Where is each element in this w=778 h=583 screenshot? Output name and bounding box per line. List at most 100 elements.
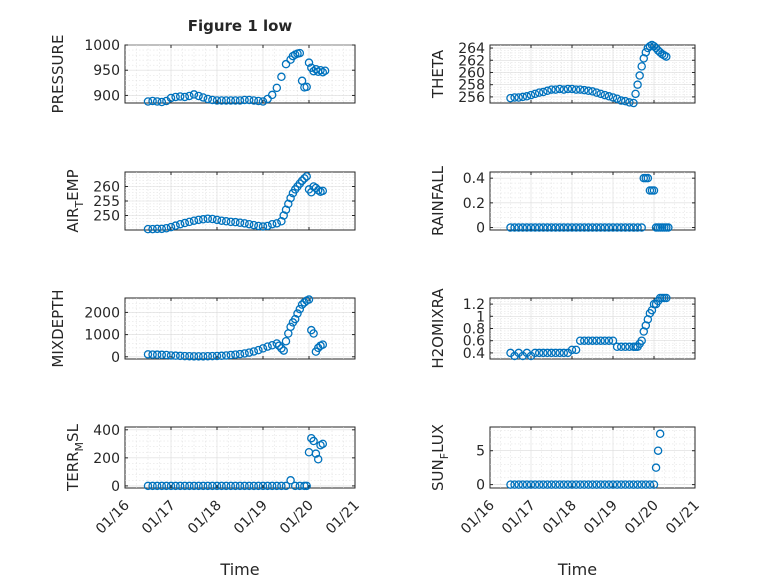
data-point — [588, 480, 597, 489]
y-tick-label: 0.4 — [463, 171, 485, 187]
x-axis-label: Time — [557, 560, 597, 579]
data-point — [198, 93, 208, 102]
plot-area — [124, 426, 356, 489]
data-point — [180, 481, 190, 491]
data-point — [318, 439, 328, 449]
data-point — [203, 481, 213, 491]
data-point — [543, 348, 552, 358]
data-point — [286, 476, 295, 485]
data-point — [506, 223, 515, 232]
data-point — [217, 351, 226, 361]
data-point — [588, 223, 597, 232]
data-point — [180, 92, 190, 102]
data-point — [637, 62, 646, 71]
data-point — [171, 221, 180, 230]
data-point — [604, 92, 614, 101]
data-point — [604, 223, 614, 232]
x-tick-label: 01/20 — [622, 498, 662, 538]
subplot-pressure: 900 950 1000 PRESSURE — [49, 35, 356, 113]
subplot-h2omixra: 0.40.60.811.2 H2OMIXRA — [429, 288, 696, 369]
data-point — [189, 481, 199, 491]
data-point — [543, 223, 552, 232]
data-point — [277, 72, 286, 82]
x-tick-label: 01/21 — [323, 498, 363, 538]
y-tick-label: 264 — [458, 41, 485, 57]
data-point — [244, 481, 254, 491]
data-point — [547, 480, 556, 489]
data-point — [555, 84, 564, 94]
data-point — [633, 80, 642, 89]
y-tick-label: 400 — [93, 423, 120, 439]
data-point — [637, 223, 646, 232]
data-point — [175, 92, 185, 101]
y-axis-label: MIXDEPTH — [49, 289, 67, 367]
data-point — [580, 336, 589, 345]
data-point — [267, 219, 277, 229]
data-point — [244, 95, 254, 105]
data-point — [148, 224, 157, 234]
data-point — [152, 224, 162, 234]
data-point — [166, 93, 176, 103]
data-point — [643, 173, 653, 183]
data-point — [226, 217, 236, 227]
data-point — [641, 48, 651, 57]
data-point — [249, 481, 259, 491]
data-point — [263, 342, 272, 351]
data-point — [157, 350, 167, 360]
data-point — [662, 52, 671, 61]
data-point — [575, 336, 585, 345]
data-point — [571, 223, 581, 232]
data-point — [157, 481, 167, 491]
data-point — [157, 97, 167, 107]
data-point — [506, 93, 515, 103]
data-point — [522, 92, 532, 101]
y-tick-label: 250 — [93, 209, 120, 225]
y-axis-label: THETA — [429, 49, 447, 99]
x-tick-label: 01/17 — [499, 498, 539, 538]
data-point — [539, 480, 548, 489]
data-point — [152, 350, 162, 359]
data-point — [563, 480, 573, 489]
data-point — [547, 85, 556, 94]
data-point — [235, 349, 245, 359]
data-point — [249, 96, 259, 105]
data-point — [293, 309, 302, 318]
data-point — [633, 223, 642, 232]
y-axis-label: AIRTEMP — [64, 169, 86, 232]
data-point — [641, 480, 651, 489]
data-point — [612, 94, 622, 103]
data-point — [514, 480, 523, 489]
y-tick-label: 2000 — [84, 305, 120, 321]
data-point — [621, 480, 630, 489]
data-point — [311, 64, 321, 74]
data-point — [588, 87, 597, 96]
x-tick-label: 01/16 — [458, 497, 498, 537]
data-point — [217, 481, 226, 491]
data-point — [212, 215, 222, 225]
data-point — [302, 82, 311, 92]
data-point — [592, 480, 601, 489]
data-point — [304, 295, 314, 304]
data-point — [621, 342, 630, 352]
data-point — [625, 342, 634, 352]
x-tick-label: 01/17 — [139, 498, 179, 538]
y-tick-label: 0 — [476, 478, 485, 494]
data-point — [575, 85, 585, 94]
data-point — [208, 481, 217, 491]
data-point — [518, 223, 528, 232]
data-point — [530, 223, 540, 232]
data-point — [231, 96, 240, 105]
data-point — [318, 186, 328, 196]
data-point — [555, 223, 564, 232]
data-point — [143, 224, 153, 234]
data-point — [551, 223, 560, 232]
data-point — [221, 351, 231, 360]
data-point — [580, 223, 589, 232]
y-tick-label: 0 — [111, 479, 120, 495]
data-point — [203, 94, 213, 104]
data-point — [290, 481, 300, 491]
data-point — [551, 85, 560, 94]
x-tick-label: 01/18 — [540, 498, 580, 538]
